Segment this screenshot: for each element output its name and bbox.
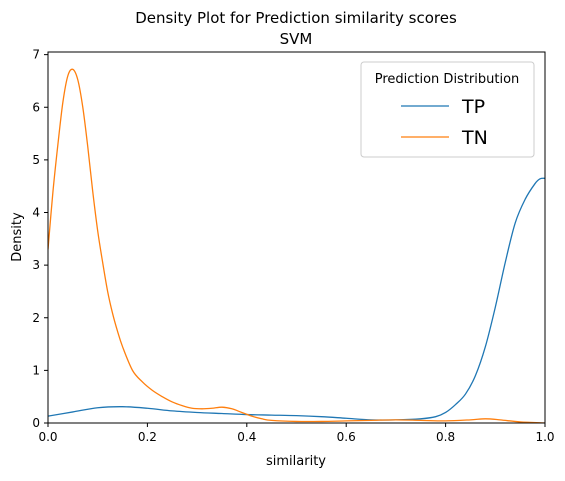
series-layer <box>48 68 545 423</box>
y-tick-label: 3 <box>32 258 40 272</box>
y-tick-label: 7 <box>32 48 40 62</box>
y-tick-label: 5 <box>32 153 40 167</box>
legend-label-tp: TP <box>461 96 485 118</box>
y-axis: 0 1 2 3 4 5 6 7 <box>32 48 48 430</box>
x-tick-label: 0.6 <box>337 430 356 444</box>
x-tick-label: 1.0 <box>535 430 554 444</box>
chart-subtitle: SVM <box>280 30 313 48</box>
x-axis: 0.0 0.2 0.4 0.6 0.8 1.0 <box>38 423 555 444</box>
legend-box <box>360 61 535 158</box>
x-tick-label: 0.8 <box>436 430 455 444</box>
y-tick-label: 4 <box>32 206 40 220</box>
y-tick-label: 6 <box>32 100 40 114</box>
x-tick-label: 0.2 <box>138 430 157 444</box>
series-line-tp <box>48 177 545 421</box>
legend: Prediction Distribution TP TN <box>360 61 535 158</box>
legend-label-tn: TN <box>461 127 488 149</box>
y-tick-label: 1 <box>32 363 40 377</box>
y-tick-label: 0 <box>32 416 40 430</box>
y-axis-label: Density <box>10 212 25 262</box>
x-tick-label: 0.0 <box>38 430 57 444</box>
x-tick-label: 0.4 <box>237 430 256 444</box>
plot-area <box>48 68 545 423</box>
y-tick-label: 2 <box>32 311 40 325</box>
plot-frame <box>47 51 546 424</box>
chart-title: Density Plot for Prediction similarity s… <box>135 9 457 27</box>
legend-entries: TP TN <box>401 96 488 149</box>
x-axis-label: similarity <box>266 454 326 469</box>
series-line-tn <box>48 68 545 423</box>
legend-title: Prediction Distribution <box>375 72 520 87</box>
